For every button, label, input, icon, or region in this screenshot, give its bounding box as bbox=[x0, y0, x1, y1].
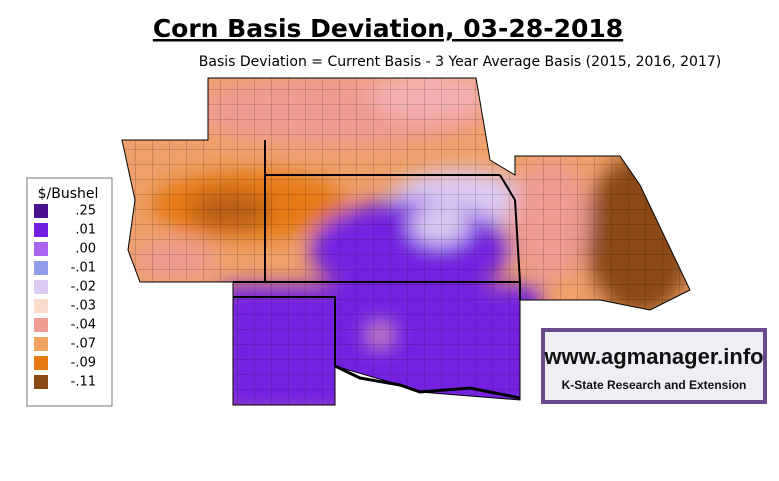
legend-swatch bbox=[34, 299, 48, 313]
legend-swatch bbox=[34, 337, 48, 351]
legend-label: -.04 bbox=[71, 318, 96, 333]
legend-swatch bbox=[34, 204, 48, 218]
legend-label: -.03 bbox=[71, 299, 96, 314]
legend-swatch bbox=[34, 318, 48, 332]
legend-label: .01 bbox=[75, 223, 96, 238]
legend-label: -.07 bbox=[71, 337, 96, 352]
legend-label: -.09 bbox=[71, 356, 96, 371]
legend-swatch bbox=[34, 356, 48, 370]
legend: $/Bushel .25 .01 .00 -.01 -.02 -.03 -.04 -.07 -.… bbox=[26, 177, 113, 407]
logo-org: K-State Research and Extension bbox=[562, 378, 747, 392]
legend-swatch bbox=[34, 261, 48, 275]
legend-items: .25 .01 .00 -.01 -.02 -.03 -.04 -.07 -.09 -.11 bbox=[34, 204, 96, 390]
legend-label: -.02 bbox=[71, 280, 96, 295]
legend-swatch bbox=[34, 223, 48, 237]
legend-label: -.11 bbox=[71, 375, 96, 390]
logo: www.agmanager.info K-State Research and … bbox=[541, 328, 767, 404]
legend-swatch bbox=[34, 242, 48, 256]
state-borders bbox=[121, 77, 691, 406]
logo-box bbox=[541, 328, 767, 404]
logo-url: www.agmanager.info bbox=[543, 344, 763, 369]
legend-label: -.01 bbox=[71, 261, 96, 276]
legend-swatch bbox=[34, 375, 48, 389]
legend-swatch bbox=[34, 280, 48, 294]
map-subtitle: Basis Deviation = Current Basis - 3 Year… bbox=[199, 54, 721, 70]
legend-label: .25 bbox=[75, 204, 96, 219]
legend-title: $/Bushel bbox=[38, 186, 99, 202]
map-title: Corn Basis Deviation, 03-28-2018 bbox=[153, 14, 623, 43]
legend-label: .00 bbox=[75, 242, 96, 257]
